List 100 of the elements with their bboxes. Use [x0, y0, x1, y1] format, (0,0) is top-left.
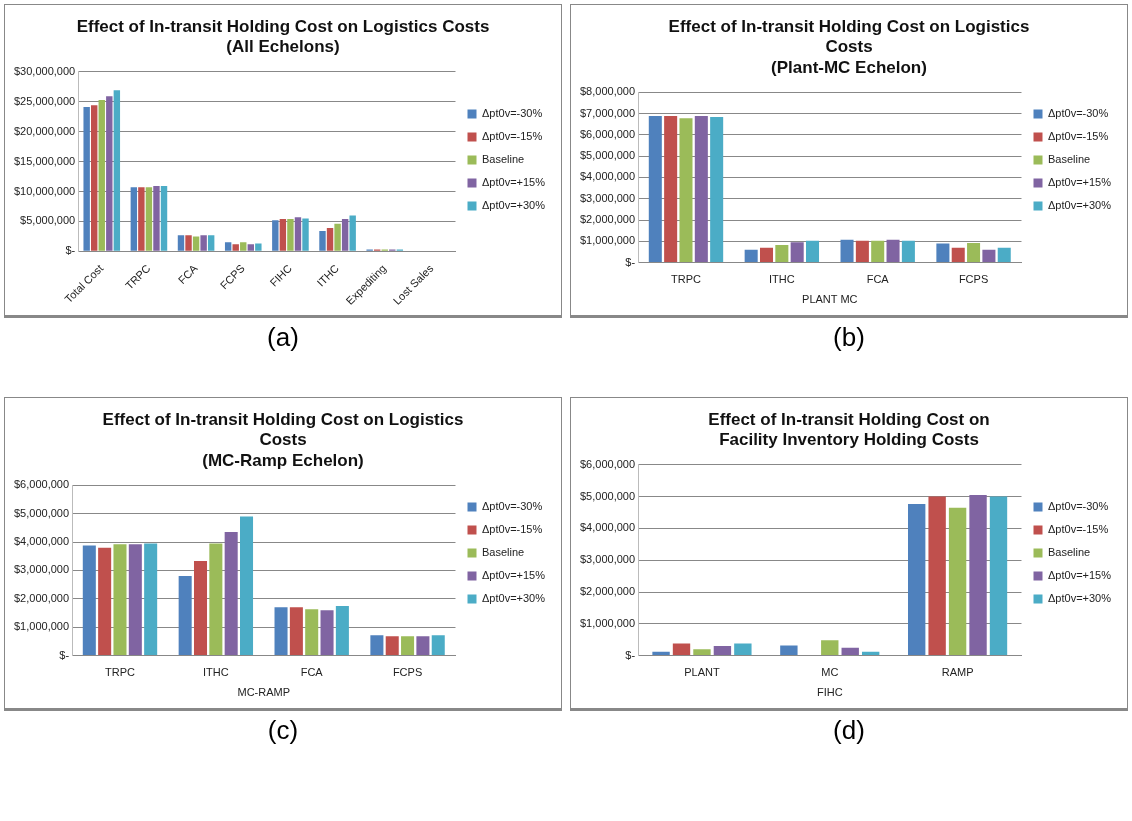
bar: [967, 243, 981, 263]
bar: [710, 117, 724, 263]
legend-label: Δpt0v=-30%: [1048, 107, 1109, 120]
legend-label: Δpt0v=+15%: [482, 176, 546, 189]
legend-label: Δpt0v=-15%: [482, 523, 543, 536]
bar: [901, 240, 915, 263]
x-tick-label: FCA: [300, 666, 324, 679]
legend-label: Baseline: [482, 546, 525, 559]
y-tick-label: $25,000,000: [14, 94, 76, 107]
y-tick-label: $20,000,000: [14, 124, 76, 137]
text: (b): [832, 322, 866, 353]
y-tick-label: $5,000,000: [20, 214, 76, 227]
legend-label: Δpt0v=+15%: [482, 569, 546, 582]
bar: [255, 243, 262, 251]
legend-label: Δpt0v=-15%: [1048, 130, 1109, 143]
y-tick-label: $15,000,000: [14, 154, 76, 167]
bar: [936, 243, 950, 263]
bar: [416, 636, 430, 656]
legend-label: Δpt0v=-30%: [482, 500, 543, 513]
bar: [224, 532, 238, 656]
bar: [734, 643, 752, 656]
bar: [113, 90, 121, 251]
bar: [160, 186, 168, 251]
y-tick-label: $4,000,000: [579, 170, 636, 183]
bar: [144, 543, 158, 656]
x-tick-label: PLANT: [684, 666, 720, 679]
x-tick-label: FCA: [866, 273, 890, 286]
bar: [128, 544, 142, 656]
x-tick-label: MC: [821, 666, 839, 679]
y-tick-label: $30,000,000: [14, 64, 76, 77]
y-tick-label: $1,000,000: [13, 620, 70, 633]
bar: [192, 236, 200, 251]
bar: [224, 242, 232, 251]
bar: [247, 244, 255, 251]
legend-label: Δpt0v=-30%: [482, 107, 543, 120]
y-tick-label: $10,000,000: [14, 184, 76, 197]
bar: [775, 244, 789, 263]
chart-title: Effect of In-transit Holding Cost on Logistics Costs (MC-Ramp Echelon): [102, 409, 464, 470]
bar: [274, 607, 288, 656]
bar: [240, 516, 254, 656]
x-tick-label: FCA: [175, 261, 201, 287]
bar: [855, 240, 869, 263]
y-tick-label: $-: [65, 244, 76, 257]
bar: [232, 244, 239, 251]
legend-label: Δpt0v=+30%: [482, 199, 546, 212]
bar: [193, 561, 208, 656]
bar: [806, 240, 820, 263]
legend-label: Baseline: [1048, 153, 1091, 166]
y-tick-label: $4,000,000: [13, 535, 70, 548]
bar: [177, 235, 185, 251]
legend-label: Δpt0v=+30%: [482, 592, 546, 605]
bar: [289, 607, 303, 656]
bar: [320, 610, 334, 656]
bar: [287, 219, 294, 251]
x-axis-title: PLANT MC: [802, 293, 858, 306]
bar: [871, 240, 885, 263]
y-tick-label: $6,000,000: [579, 457, 636, 470]
y-tick-label: $5,000,000: [579, 489, 636, 502]
y-tick-label: $8,000,000: [579, 85, 636, 98]
y-tick-label: $2,000,000: [579, 585, 636, 598]
bar: [780, 645, 798, 656]
bar: [841, 647, 859, 656]
bar: [790, 242, 804, 263]
chart-title: Effect of In-transit Holding Cost on Logistics Costs (All Echelons): [76, 16, 490, 57]
x-axis-title: FIHC: [816, 686, 843, 699]
bar: [83, 107, 90, 251]
bar: [431, 635, 445, 656]
bar: [370, 635, 384, 656]
y-tick-label: $-: [59, 648, 70, 661]
bar: [106, 96, 113, 251]
bar: [648, 116, 662, 263]
y-tick-label: $3,000,000: [579, 191, 636, 204]
y-tick-label: $1,000,000: [579, 234, 636, 247]
bar: [969, 495, 987, 656]
bar: [98, 99, 105, 251]
legend-label: Δpt0v=-15%: [482, 130, 543, 143]
x-tick-label: ITHC: [203, 666, 229, 679]
chart-title: Effect of In-transit Holding Cost on Logistics Costs (Plant-MC Echelon): [668, 16, 1030, 77]
legend-label: Δpt0v=+15%: [1048, 176, 1112, 189]
bar: [672, 643, 691, 656]
bar: [713, 646, 732, 656]
bar: [334, 223, 341, 251]
bar: [652, 651, 670, 656]
bar: [401, 636, 415, 656]
legend-label: Baseline: [1048, 546, 1091, 559]
x-axis-title: MC-RAMP: [237, 686, 291, 699]
bar: [98, 547, 112, 656]
bar: [294, 217, 302, 251]
bar: [341, 219, 349, 251]
y-tick-label: $6,000,000: [13, 478, 70, 491]
bar: [989, 496, 1008, 656]
bar: [178, 576, 192, 656]
y-tick-label: $3,000,000: [13, 563, 70, 576]
y-tick-label: $3,000,000: [579, 553, 636, 566]
y-tick-label: $2,000,000: [13, 591, 70, 604]
legend-label: Baseline: [482, 153, 525, 166]
y-tick-label: $7,000,000: [579, 106, 636, 119]
chart-title: Effect of In-transit Holding Cost on Facility Inventory Holding Costs: [708, 409, 990, 450]
y-tick-label: $4,000,000: [579, 521, 636, 534]
bar: [385, 636, 399, 656]
